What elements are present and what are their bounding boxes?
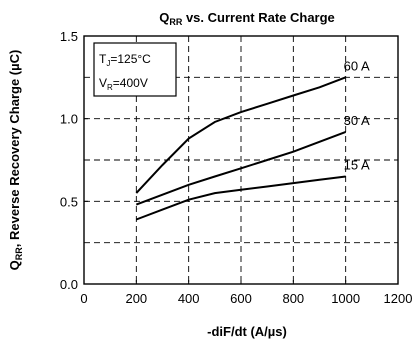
conditions-box-frame [93,42,177,97]
chart-title-subscript: RR [169,17,182,27]
condition-temperature: TJ=125°C [99,52,151,68]
series-line-1 [135,130,347,206]
y-axis-label: QRR, Reverse Recovery Charge (µC) [7,50,24,271]
series-lines [135,76,347,221]
x-tick-label: 600 [230,291,252,306]
y-axis-label-subscript: RR [14,247,24,260]
y-tick-label: 1.5 [60,29,78,44]
x-tick-label: 400 [178,291,200,306]
condition-voltage: VR=400V [99,76,148,92]
chart-title: QRR vs. Current Rate Charge [159,10,335,27]
x-tick-label: 0 [80,291,87,306]
series-line-2 [135,175,346,221]
x-tick-label: 200 [125,291,147,306]
x-axis-label: -diF/dt (A/µs) [207,324,287,339]
series-label-0: 60 A [344,58,370,73]
series-line-0 [135,76,347,194]
y-tick-labels: 0.0 0.5 1.0 1.5 [60,29,88,292]
y-tick-label: 1.0 [60,112,78,127]
series-labels: 60 A 30 A 15 A [344,58,370,172]
x-tick-labels: 0 200 400 600 800 1000 1200 [80,280,412,306]
conditions-box: TJ=125°C VR=400V [93,42,177,97]
y-tick-label: 0.0 [60,277,78,292]
x-tick-label: 1200 [384,291,413,306]
series-label-1: 30 A [344,113,370,128]
series-label-2: 15 A [344,158,370,173]
y-tick-label: 0.5 [60,194,78,209]
x-tick-label: 800 [282,291,304,306]
x-tick-label: 1000 [331,291,360,306]
